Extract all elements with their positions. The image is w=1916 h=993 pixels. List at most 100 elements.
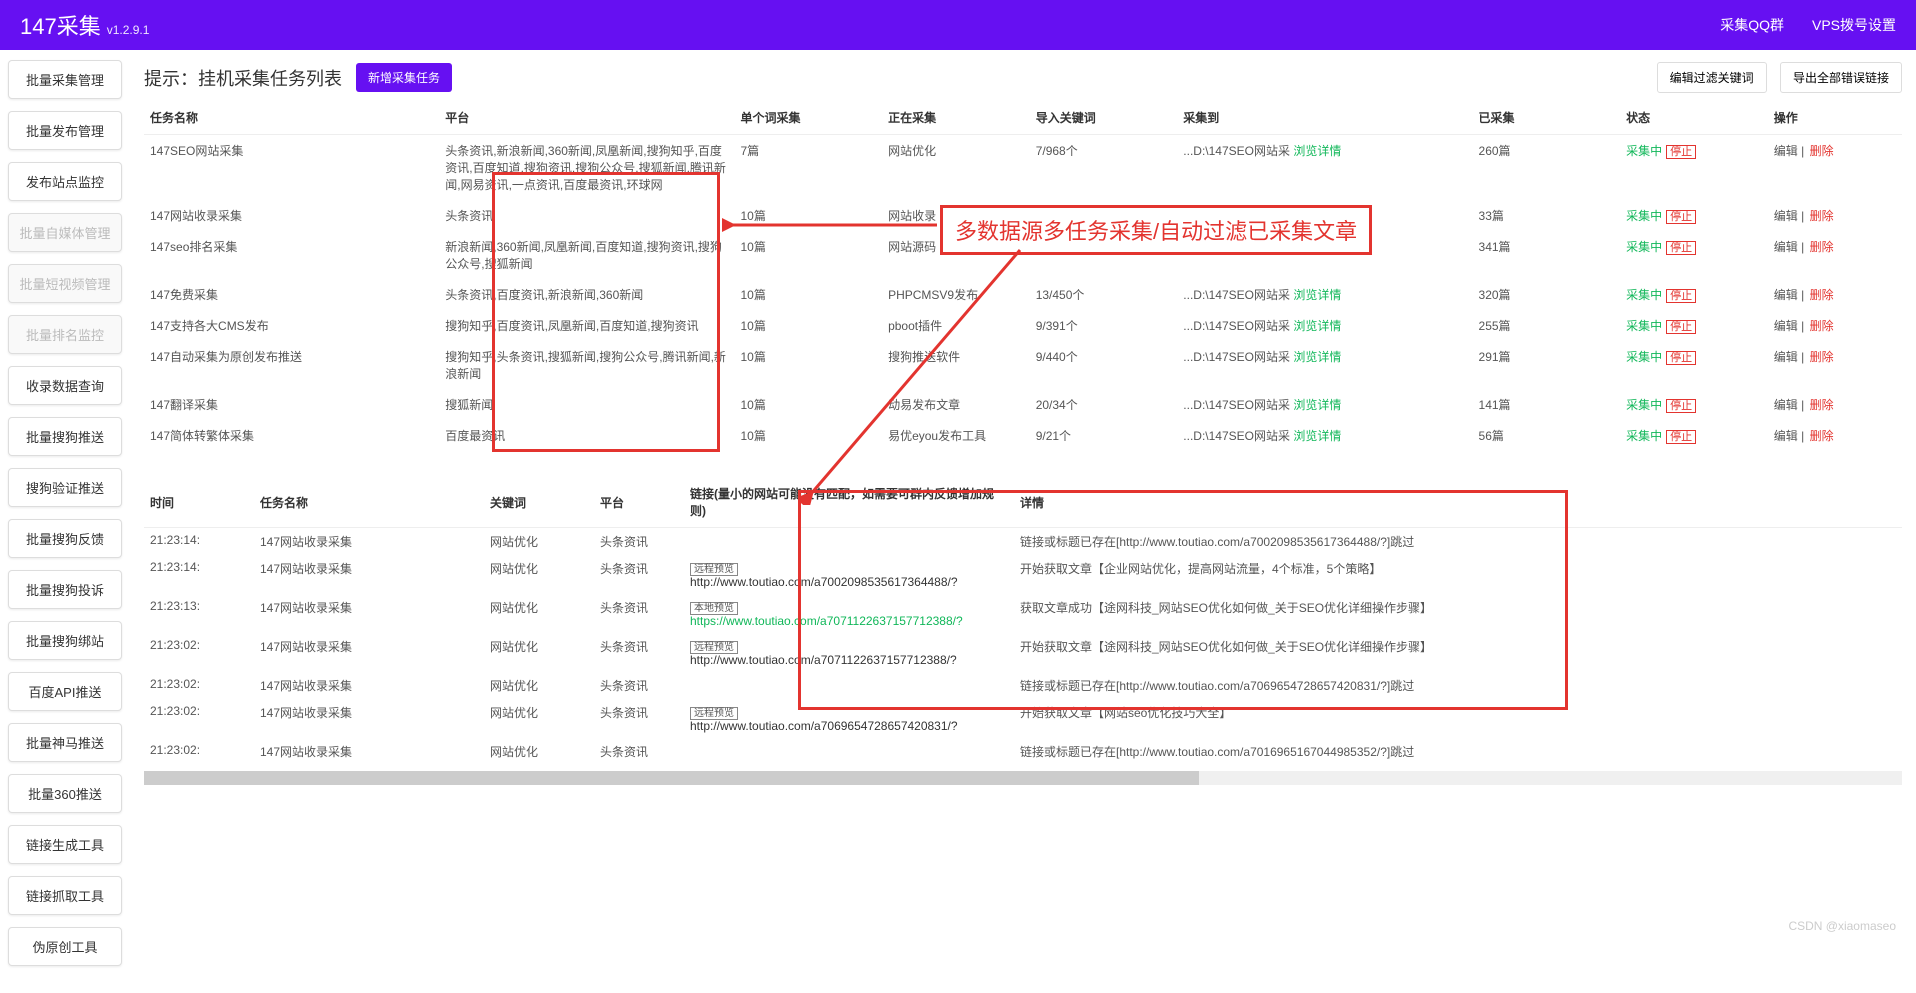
th-platform: 平台 bbox=[439, 101, 734, 135]
sidebar-item-1[interactable]: 批量发布管理 bbox=[8, 111, 122, 150]
sidebar-item-10[interactable]: 批量搜狗投诉 bbox=[8, 570, 122, 609]
sidebar-item-15[interactable]: 链接生成工具 bbox=[8, 825, 122, 864]
browse-detail-link[interactable]: 浏览详情 bbox=[1293, 144, 1341, 158]
browse-detail-link[interactable]: 浏览详情 bbox=[1293, 350, 1341, 364]
add-task-button[interactable]: 新增采集任务 bbox=[356, 63, 452, 92]
stop-button[interactable]: 停止 bbox=[1666, 399, 1696, 413]
browse-detail-link[interactable]: 浏览详情 bbox=[1293, 429, 1341, 443]
log-link: 本地预览https://www.toutiao.com/a70711226371… bbox=[684, 594, 1014, 633]
sidebar-item-0[interactable]: 批量采集管理 bbox=[8, 60, 122, 99]
log-link-url[interactable]: http://www.toutiao.com/a7069654728657420… bbox=[690, 719, 958, 733]
sidebar-item-3: 批量自媒体管理 bbox=[8, 213, 122, 252]
task-done: 255篇 bbox=[1473, 310, 1621, 341]
filter-keyword-button[interactable]: 编辑过滤关键词 bbox=[1657, 62, 1767, 93]
browse-detail-link[interactable]: 浏览详情 bbox=[1293, 398, 1341, 412]
sidebar-item-7[interactable]: 批量搜狗推送 bbox=[8, 417, 122, 456]
sidebar-item-12[interactable]: 百度API推送 bbox=[8, 672, 122, 711]
sidebar-item-2[interactable]: 发布站点监控 bbox=[8, 162, 122, 201]
th-task-name: 任务名称 bbox=[144, 101, 439, 135]
task-collecting: 易优eyou发布工具 bbox=[882, 420, 1030, 451]
sidebar-item-8[interactable]: 搜狗验证推送 bbox=[8, 468, 122, 507]
task-row: 147seo排名采集新浪新闻,360新闻,凤凰新闻,百度知道,搜狗资讯,搜狗公众… bbox=[144, 231, 1902, 279]
log-scrollbar-thumb[interactable] bbox=[144, 771, 1199, 785]
task-single: 10篇 bbox=[734, 279, 882, 310]
browse-detail-link[interactable]: 浏览详情 bbox=[1293, 288, 1341, 302]
delete-button[interactable]: 删除 bbox=[1810, 319, 1834, 333]
log-detail: 开始获取文章【企业网站优化，提高网站流量，4个标准，5个策略】 bbox=[1014, 555, 1902, 594]
task-done: 33篇 bbox=[1473, 200, 1621, 231]
log-row: 21:23:02:147网站收录采集网站优化头条资讯远程预览http://www… bbox=[144, 699, 1902, 738]
sidebar-item-17[interactable]: 伪原创工具 bbox=[8, 927, 122, 966]
task-done: 291篇 bbox=[1473, 341, 1621, 389]
log-detail: 获取文章成功【途网科技_网站SEO优化如何做_关于SEO优化详细操作步骤】 bbox=[1014, 594, 1902, 633]
browse-detail-link[interactable]: 浏览详情 bbox=[1293, 209, 1341, 223]
log-row: 21:23:02:147网站收录采集网站优化头条资讯链接或标题已存在[http:… bbox=[144, 672, 1902, 699]
edit-button[interactable]: 编辑 bbox=[1774, 288, 1798, 302]
edit-button[interactable]: 编辑 bbox=[1774, 429, 1798, 443]
delete-button[interactable]: 删除 bbox=[1810, 288, 1834, 302]
log-link-url[interactable]: https://www.toutiao.com/a707112263715771… bbox=[690, 614, 963, 628]
stop-button[interactable]: 停止 bbox=[1666, 289, 1696, 303]
sidebar-item-16[interactable]: 链接抓取工具 bbox=[8, 876, 122, 915]
log-keyword: 网站优化 bbox=[484, 633, 594, 672]
browse-detail-link[interactable]: 浏览详情 bbox=[1293, 319, 1341, 333]
log-link-url[interactable]: http://www.toutiao.com/a7002098535617364… bbox=[690, 575, 958, 589]
log-link-url[interactable]: http://www.toutiao.com/a7071122637157712… bbox=[690, 653, 957, 667]
log-link: 远程预览http://www.toutiao.com/a700209853561… bbox=[684, 555, 1014, 594]
log-scrollbar[interactable] bbox=[144, 771, 1902, 785]
task-single: 10篇 bbox=[734, 310, 882, 341]
log-row: 21:23:02:147网站收录采集网站优化头条资讯链接或标题已存在[http:… bbox=[144, 738, 1902, 765]
log-platform: 头条资讯 bbox=[594, 555, 684, 594]
sidebar-item-14[interactable]: 批量360推送 bbox=[8, 774, 122, 813]
log-time: 21:23:13: bbox=[144, 594, 254, 633]
edit-button[interactable]: 编辑 bbox=[1774, 319, 1798, 333]
edit-button[interactable]: 编辑 bbox=[1774, 240, 1798, 254]
sidebar-item-9[interactable]: 批量搜狗反馈 bbox=[8, 519, 122, 558]
th-single: 单个词采集 bbox=[734, 101, 882, 135]
delete-button[interactable]: 删除 bbox=[1810, 144, 1834, 158]
delete-button[interactable]: 删除 bbox=[1810, 398, 1834, 412]
log-time: 21:23:02: bbox=[144, 672, 254, 699]
log-row: 21:23:14:147网站收录采集网站优化头条资讯远程预览http://www… bbox=[144, 555, 1902, 594]
tasks-header-row: 任务名称 平台 单个词采集 正在采集 导入关键词 采集到 已采集 状态 操作 bbox=[144, 101, 1902, 135]
task-status: 采集中停止 bbox=[1620, 279, 1768, 310]
edit-button[interactable]: 编辑 bbox=[1774, 144, 1798, 158]
log-detail: 开始获取文章【网站seo优化技巧大全】 bbox=[1014, 699, 1902, 738]
stop-button[interactable]: 停止 bbox=[1666, 430, 1696, 444]
delete-button[interactable]: 删除 bbox=[1810, 209, 1834, 223]
sidebar-item-5: 批量排名监控 bbox=[8, 315, 122, 354]
sidebar-item-11[interactable]: 批量搜狗绑站 bbox=[8, 621, 122, 660]
task-name: 147支持各大CMS发布 bbox=[144, 310, 439, 341]
export-errlinks-button[interactable]: 导出全部错误链接 bbox=[1780, 62, 1902, 93]
stop-button[interactable]: 停止 bbox=[1666, 241, 1696, 255]
log-platform: 头条资讯 bbox=[594, 699, 684, 738]
watermark: CSDN @xiaomaseo bbox=[1788, 919, 1896, 933]
stop-button[interactable]: 停止 bbox=[1666, 320, 1696, 334]
delete-button[interactable]: 删除 bbox=[1810, 240, 1834, 254]
task-collecting: 网站优化 bbox=[882, 135, 1030, 201]
task-to: ...D:\147SEO网站采 浏览详情 bbox=[1177, 135, 1472, 201]
stop-button[interactable]: 停止 bbox=[1666, 351, 1696, 365]
sidebar-item-13[interactable]: 批量神马推送 bbox=[8, 723, 122, 762]
th-log-plat: 平台 bbox=[594, 477, 684, 528]
qq-group-link[interactable]: 采集QQ群 bbox=[1720, 15, 1784, 35]
stop-button[interactable]: 停止 bbox=[1666, 145, 1696, 159]
task-status: 采集中停止 bbox=[1620, 200, 1768, 231]
task-op: 编辑 | 删除 bbox=[1768, 231, 1902, 279]
browse-detail-link[interactable]: 浏览详情 bbox=[1293, 240, 1341, 254]
log-keyword: 网站优化 bbox=[484, 528, 594, 556]
edit-button[interactable]: 编辑 bbox=[1774, 398, 1798, 412]
vps-dial-link[interactable]: VPS拨号设置 bbox=[1812, 15, 1896, 35]
task-to: ...D:\147SEO网站采 浏览详情 bbox=[1177, 420, 1472, 451]
delete-button[interactable]: 删除 bbox=[1810, 429, 1834, 443]
sidebar-item-6[interactable]: 收录数据查询 bbox=[8, 366, 122, 405]
delete-button[interactable]: 删除 bbox=[1810, 350, 1834, 364]
stop-button[interactable]: 停止 bbox=[1666, 210, 1696, 224]
edit-button[interactable]: 编辑 bbox=[1774, 209, 1798, 223]
edit-button[interactable]: 编辑 bbox=[1774, 350, 1798, 364]
tip-text: 提示：挂机采集任务列表 bbox=[144, 65, 342, 91]
log-platform: 头条资讯 bbox=[594, 672, 684, 699]
task-platform: 搜狗知乎,百度资讯,凤凰新闻,百度知道,搜狗资讯 bbox=[439, 310, 734, 341]
log-platform: 头条资讯 bbox=[594, 594, 684, 633]
task-status: 采集中停止 bbox=[1620, 341, 1768, 389]
